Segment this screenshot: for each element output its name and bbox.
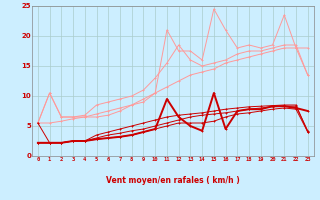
X-axis label: Vent moyen/en rafales ( km/h ): Vent moyen/en rafales ( km/h ): [106, 176, 240, 185]
